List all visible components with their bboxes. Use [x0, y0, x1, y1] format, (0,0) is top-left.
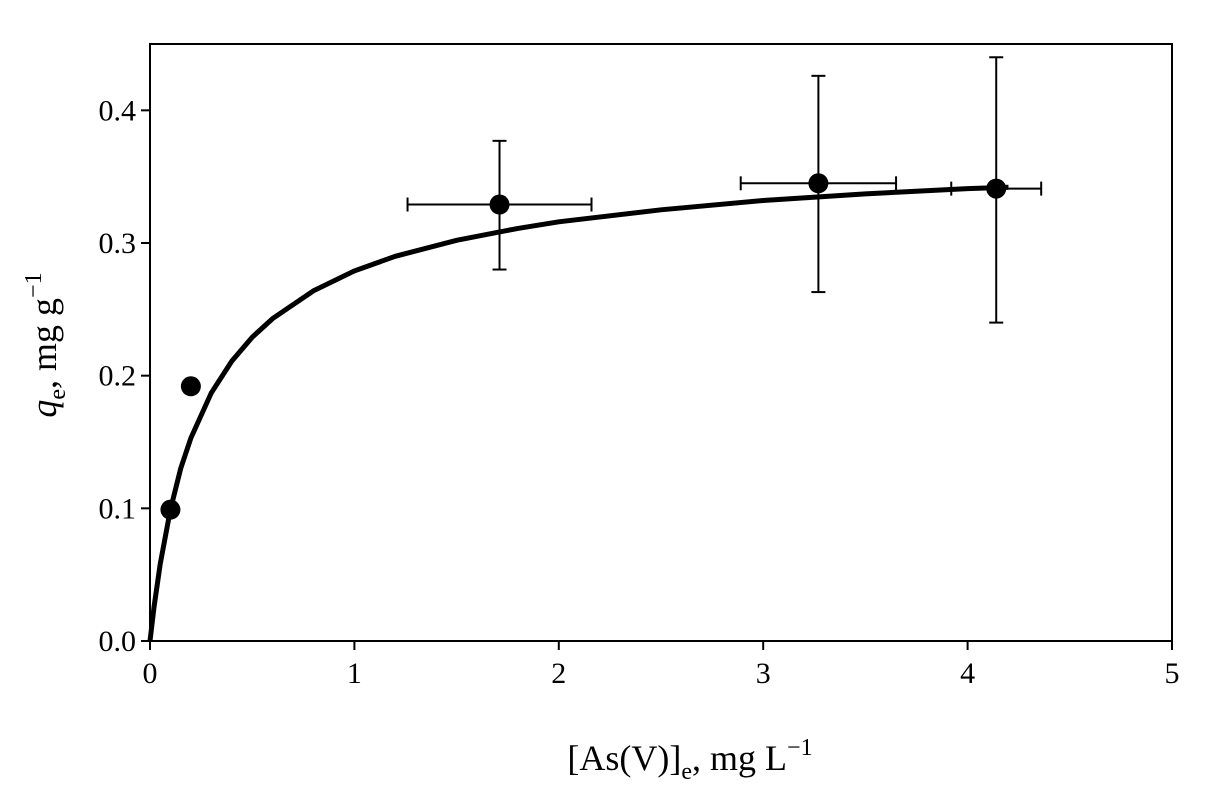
x-tick-label: 5 — [1165, 657, 1180, 690]
data-point — [986, 178, 1007, 199]
x-tick-label: 0 — [143, 657, 158, 690]
fit-curve — [147, 184, 1009, 642]
y-axis-ticks: 0.0 0.1 0.2 0.3 0.4 — [99, 94, 150, 658]
data-point — [160, 499, 181, 520]
y-tick-label: 0.2 — [99, 360, 137, 393]
data-points — [160, 173, 1007, 520]
y-tick-label: 0.1 — [99, 492, 137, 525]
data-point — [180, 376, 201, 397]
x-tick-label: 1 — [347, 657, 362, 690]
x-tick-label: 3 — [756, 657, 771, 690]
y-tick-label: 0.0 — [99, 625, 137, 658]
x-axis-ticks: 0 1 2 3 4 5 — [143, 641, 1180, 690]
data-point — [808, 173, 829, 194]
x-tick-label: 2 — [551, 657, 566, 690]
data-point — [489, 194, 510, 215]
y-tick-label: 0.4 — [99, 94, 137, 127]
y-axis-label: qe, mg g−1 — [21, 272, 71, 417]
plot-frame — [149, 43, 1173, 642]
x-tick-label: 4 — [960, 657, 975, 690]
y-tick-label: 0.3 — [99, 227, 137, 260]
x-axis-label: [As(V)]e, mg L−1 — [567, 735, 812, 785]
